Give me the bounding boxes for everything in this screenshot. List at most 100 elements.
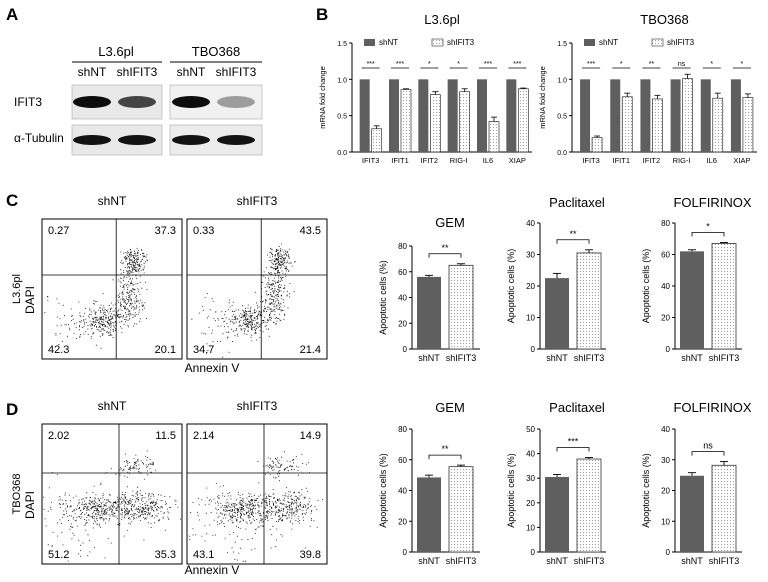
x-tick-label: shIFIT3 [574, 556, 605, 566]
quadrant-value-lr: 21.4 [300, 344, 321, 356]
quadrant-value-ur: 11.5 [155, 430, 176, 442]
bar-shnt [359, 79, 370, 152]
apoptosis-chart: FOLFIRINOX 0 20 40 60 80 Apoptotic cells (%) sh… [641, 195, 752, 363]
bar-shnt [417, 477, 441, 552]
flow-plot-frame [41, 218, 183, 360]
x-tick-label: IFIT1 [391, 156, 409, 165]
flow-plot-frame [186, 423, 328, 565]
significance-label: * [620, 61, 623, 68]
bar-shifit3 [652, 98, 663, 153]
blot-cellline-1: L3.6pl [98, 44, 134, 59]
chart-title: FOLFIRINOX [673, 195, 751, 210]
y-tick-label: 1.5 [557, 41, 567, 48]
y-tick-label: 0 [403, 345, 408, 354]
legend-label: shIFIT3 [667, 38, 695, 47]
flow-plot-frame [186, 218, 328, 360]
significance-label: * [457, 61, 460, 68]
bar-shifit3 [371, 128, 383, 153]
y-tick-label: 30 [526, 251, 535, 260]
y-tick-label: 20 [661, 487, 670, 496]
bar-shifit3 [682, 78, 693, 153]
bar-shifit3 [576, 458, 602, 553]
flow-column-title: shIFIT3 [237, 194, 278, 208]
y-tick-label: 20 [526, 282, 535, 291]
ifit3-band [73, 96, 111, 108]
flow-plot: 0.27 37.3 42.3 20.1 [41, 218, 183, 360]
x-tick-label: shNT [546, 556, 568, 566]
x-tick-label: IFIT2 [421, 156, 439, 165]
y-tick-label: 80 [661, 219, 670, 228]
bar-shnt [670, 79, 681, 152]
bar-shnt [610, 79, 621, 152]
y-tick-label: 40 [661, 425, 670, 434]
flow-column-title: shNT [98, 194, 127, 208]
y-tick-label: 1.0 [557, 77, 567, 84]
mrna-chart: TBO368 0.0 0.5 1.0 1.5 mRNA fold change shNT sh… [538, 12, 757, 165]
y-tick-label: 0 [666, 548, 671, 557]
bar-shifit3 [711, 464, 737, 553]
y-tick-label: 20 [661, 314, 670, 323]
blot-protein-label: α-Tubulin [14, 131, 64, 145]
bar-shnt [730, 79, 741, 152]
quadrant-value-ur: 14.9 [300, 430, 321, 442]
bar-shnt [447, 79, 458, 152]
chart-title: GEM [435, 400, 465, 415]
significance-label: *** [568, 437, 579, 447]
tubulin-band [118, 135, 156, 145]
legend-label: shNT [379, 38, 398, 47]
significance-label: ** [649, 61, 655, 68]
bar-shifit3 [711, 243, 737, 350]
y-tick-label: 60 [661, 251, 670, 260]
bar-shnt [640, 79, 651, 152]
bar-shifit3 [429, 94, 441, 153]
x-tick-label: IL6 [483, 156, 493, 165]
x-tick-label: IFIT3 [362, 156, 380, 165]
y-tick-label: 40 [661, 282, 670, 291]
significance-label: * [710, 61, 713, 68]
chart-title: Paclitaxel [549, 195, 605, 210]
x-tick-label: RIG-I [673, 156, 691, 165]
bar-shnt [680, 251, 704, 349]
bar-shnt [389, 79, 399, 152]
x-tick-label: shNT [418, 353, 440, 363]
legend-swatch-shnt [584, 39, 595, 46]
bar-shifit3 [591, 137, 603, 153]
bar-shifit3 [742, 97, 754, 153]
y-tick-label: 10 [661, 517, 670, 526]
bar-shifit3 [576, 252, 602, 350]
quadrant-value-ll: 42.3 [48, 344, 69, 356]
quadrant-value-ul: 0.33 [193, 225, 214, 237]
x-tick-label: shIFIT3 [446, 556, 477, 566]
chart-title: FOLFIRINOX [673, 400, 751, 415]
bar-shnt [545, 278, 569, 349]
quadrant-value-ll: 51.2 [48, 549, 69, 561]
y-tick-label: 40 [526, 450, 535, 459]
y-tick-label: 40 [526, 219, 535, 228]
flow-plot: 0.33 43.5 34.7 21.4 [186, 218, 328, 360]
ifit3-band [217, 96, 255, 108]
y-tick-label: 30 [526, 474, 535, 483]
tubulin-band [217, 135, 255, 145]
bar-shnt [545, 476, 569, 552]
quadrant-value-ur: 43.5 [300, 225, 321, 237]
bar-shnt [477, 79, 487, 152]
y-axis-label: Apoptotic cells (%) [641, 453, 651, 528]
significance-label: ns [703, 441, 713, 451]
flow-y-label: DAPI [23, 491, 37, 519]
chart-title: Paclitaxel [549, 400, 605, 415]
panel-letter-c: C [6, 191, 18, 210]
panel-letter-a: A [6, 5, 18, 24]
significance-label: ** [441, 444, 449, 454]
apoptosis-chart: Paclitaxel 0 10 20 30 40 50 Apoptotic cells (%)… [506, 400, 606, 566]
quadrant-value-lr: 39.8 [300, 549, 321, 561]
y-tick-label: 10 [526, 523, 535, 532]
significance-bracket [556, 447, 590, 452]
quadrant-value-ll: 34.7 [193, 344, 214, 356]
y-tick-label: 50 [526, 425, 535, 434]
mrna-chart: L3.6pl 0.0 0.5 1.0 1.5 mRNA fold change shNT sh… [318, 12, 532, 165]
apoptosis-chart: GEM 0 20 40 60 80 Apoptotic cells (%) shNT shIFI… [378, 215, 480, 363]
bar-shnt [417, 276, 441, 349]
x-tick-label: shNT [418, 556, 440, 566]
x-tick-label: shNT [546, 353, 568, 363]
